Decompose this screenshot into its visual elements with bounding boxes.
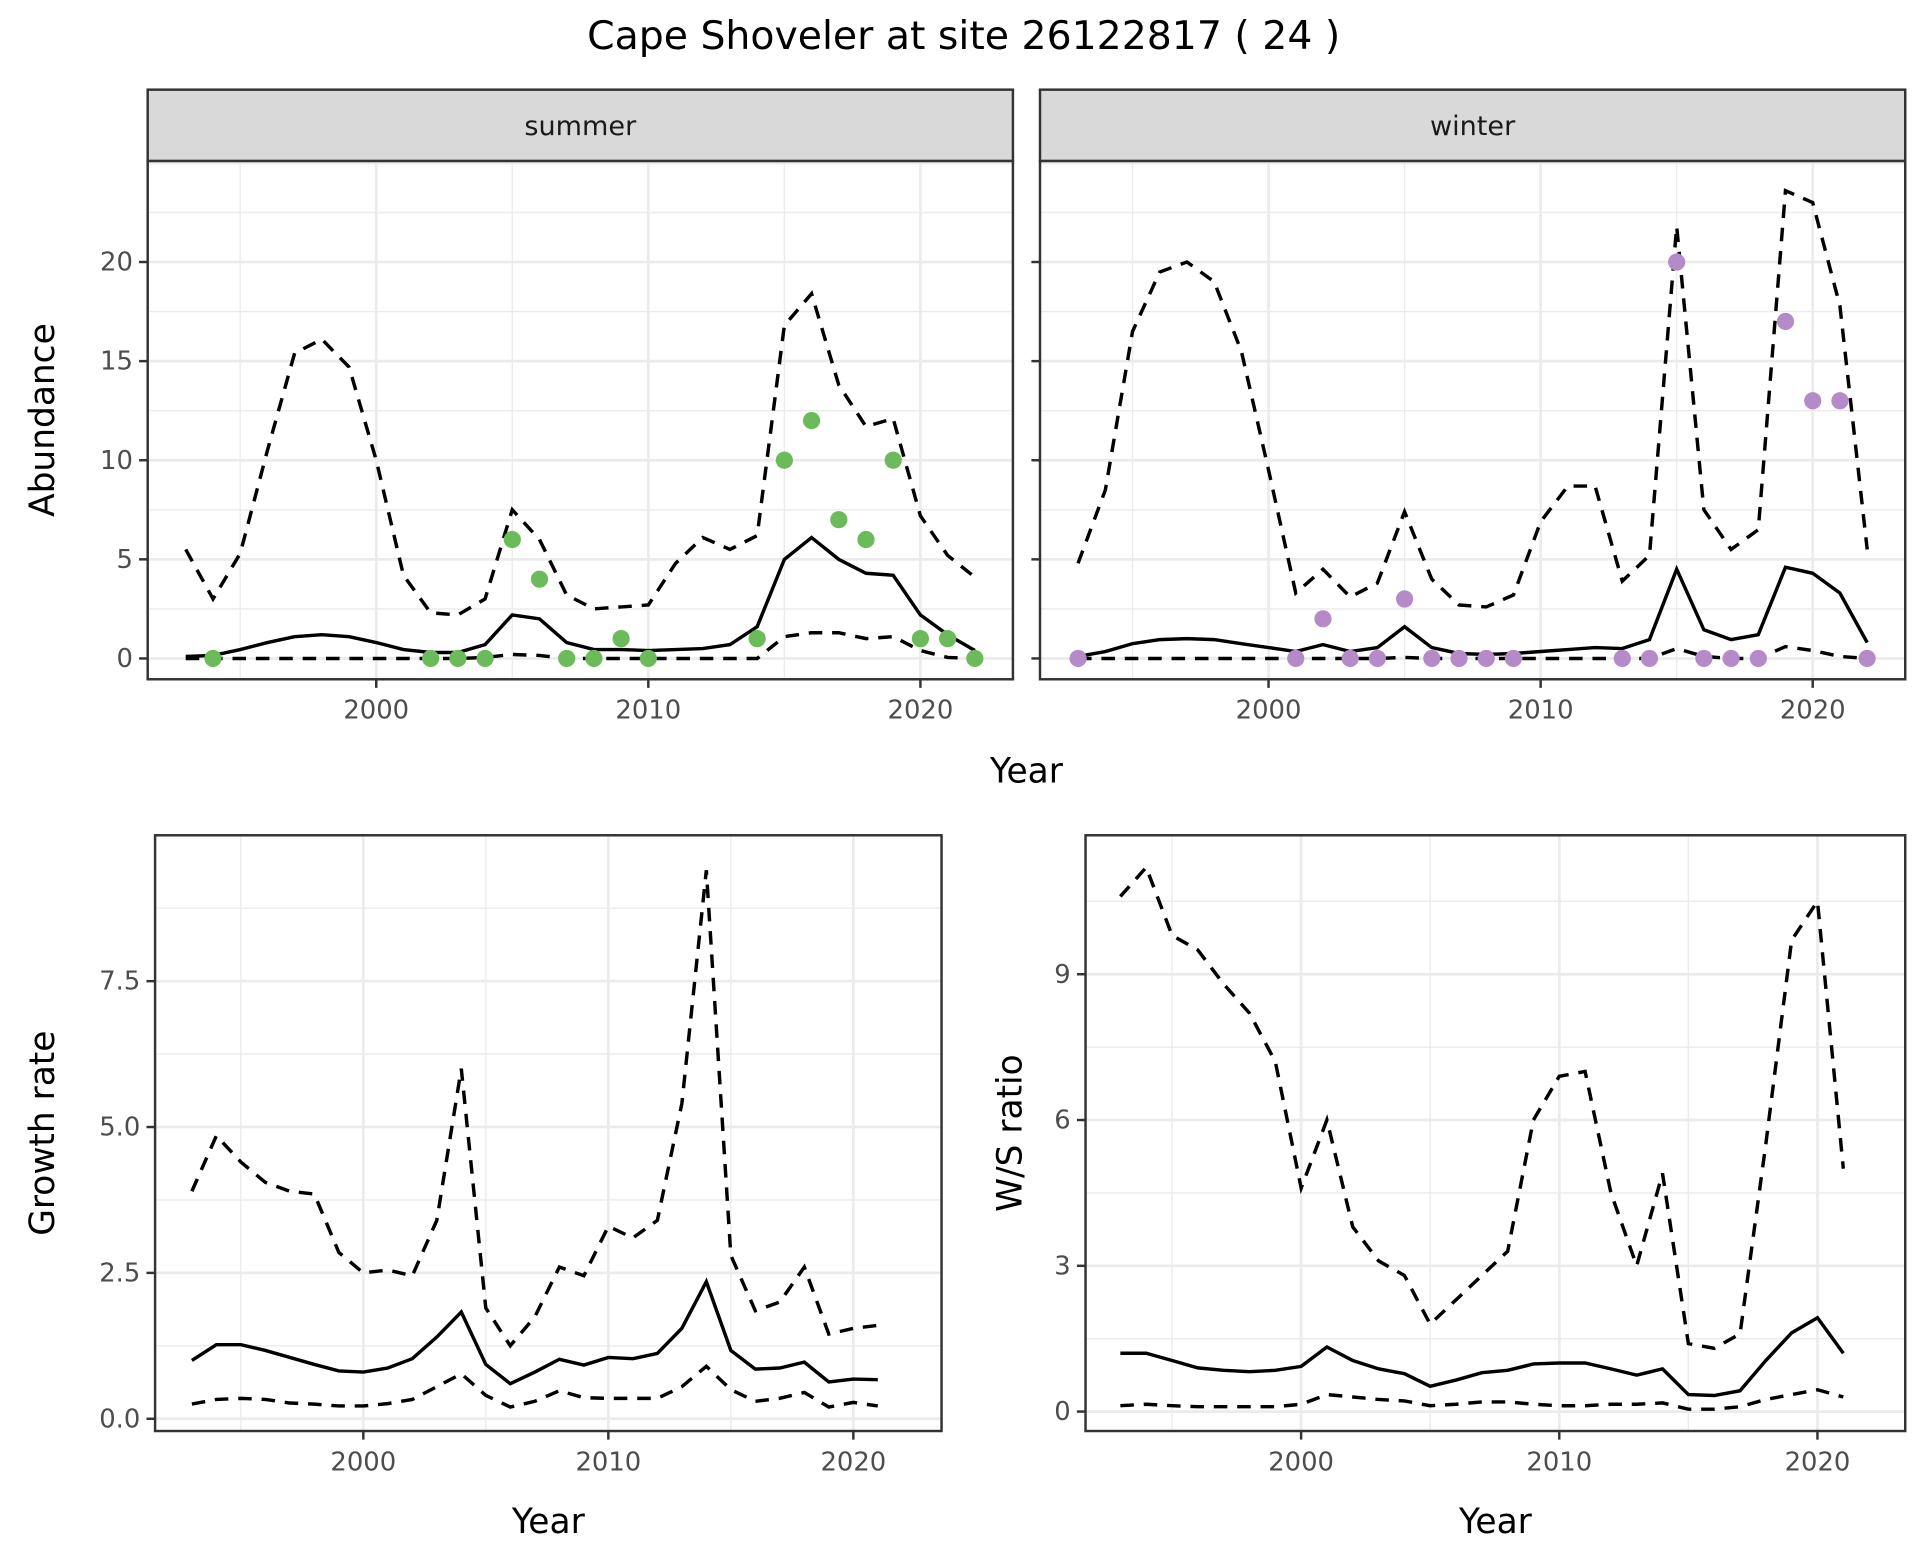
y-tick-label: 0.0 [99,1404,140,1434]
panel-ws: 2000 2010 2020 0 3 6 9 W/S ratio Year [991,834,1907,1542]
data-point [1395,590,1414,608]
data-point [1831,392,1849,410]
data-point [1368,649,1387,668]
data-point [530,570,549,588]
panel-border [1084,834,1907,1433]
panel-border [153,834,943,1433]
data-point [1341,649,1359,668]
data-point [1858,649,1876,668]
series-line-lower [191,1363,879,1409]
data-point [612,630,630,648]
series-line-mean [190,1277,878,1386]
data-point [748,630,766,648]
y-tick-label: 15 [100,347,133,377]
data-point [558,649,576,668]
y-axis-title: Abundance [23,323,63,517]
x-axis-title: Year [1458,1502,1533,1542]
series-line-mean [185,535,976,659]
data-point [1776,312,1795,331]
data-point [1613,649,1631,668]
y-tick-label: 0 [116,644,132,674]
data-point [1069,649,1087,668]
y-tick-label: 10 [100,446,133,476]
y-tick-label: 3 [1054,1251,1070,1281]
data-point [857,530,875,549]
facet-strip [146,88,1015,163]
data-point [1668,253,1686,271]
data-point [1695,649,1713,668]
series-line-lower [1120,1387,1844,1411]
x-tick-label: 2010 [575,1447,641,1477]
data-point [585,649,603,668]
data-point [939,630,957,648]
data-point [1314,610,1332,628]
data-point [503,530,521,549]
panel-winter: winter 2000 2010 2020 [1031,88,1907,726]
x-tick-label: 2020 [1780,696,1846,726]
x-tick-label: 2020 [888,696,954,726]
series-line-mean [1077,564,1869,659]
x-tick-label: 2010 [1508,696,1574,726]
facet-strip-label: winter [1430,111,1516,142]
series-line-lower [185,631,975,661]
x-tick-label: 2000 [330,1447,396,1477]
data-point [476,649,494,668]
data-point [1504,649,1523,668]
data-point [1749,649,1767,668]
y-tick-label: 9 [1054,960,1070,990]
y-tick-label: 20 [100,248,133,278]
plot-background [1040,160,1906,680]
data-point [639,649,657,668]
chart-title: Cape Shoveler at site 26122817 ( 24 ) [587,13,1340,59]
data-point [802,411,821,430]
x-tick-label: 2010 [615,696,681,726]
data-point [204,649,222,668]
plot-background [155,835,942,1432]
data-point [1804,392,1822,410]
y-axis-title: Growth rate [23,1031,63,1236]
series-line-mean [1120,1315,1845,1398]
series-line-upper [184,290,976,617]
data-point [830,511,848,529]
x-tick-label: 2000 [1268,1447,1334,1477]
data-point [1287,649,1305,668]
y-tick-label: 2.5 [99,1259,140,1289]
facet-strip [1038,88,1907,163]
data-point [449,649,467,668]
data-point [884,451,902,469]
data-point [1640,649,1659,668]
data-point [1477,649,1495,668]
x-tick-label: 2020 [1785,1447,1851,1477]
data-point [911,630,930,648]
y-tick-label: 5 [116,545,132,575]
data-point [966,649,984,668]
data-point [1722,649,1740,668]
facet-strip-label: summer [524,111,637,142]
panel-summer: summer 2000 2010 2020 0 5 10 15 20 Abundance Year [23,88,1064,791]
plot-background [147,160,1013,680]
series-line-upper [190,870,878,1349]
y-tick-label: 6 [1054,1106,1070,1136]
x-axis-title: Year [989,751,1064,791]
y-tick-label: 5.0 [99,1113,140,1143]
y-axis-title: W/S ratio [991,1054,1031,1212]
y-tick-label: 0 [1054,1397,1070,1427]
x-tick-label: 2010 [1526,1447,1592,1477]
x-tick-label: 2000 [343,696,409,726]
x-tick-label: 2020 [820,1447,886,1477]
x-tick-label: 2000 [1236,696,1302,726]
data-point [422,649,440,668]
x-axis-title: Year [511,1502,586,1542]
data-point [1450,649,1468,668]
series-line-upper [1076,188,1869,609]
data-point [1423,649,1441,668]
y-tick-label: 7.5 [99,967,140,997]
data-point [775,451,793,469]
panel-growth: 2000 2010 2020 0.0 2.5 5.0 7.5 Growth rate Year [23,833,943,1542]
